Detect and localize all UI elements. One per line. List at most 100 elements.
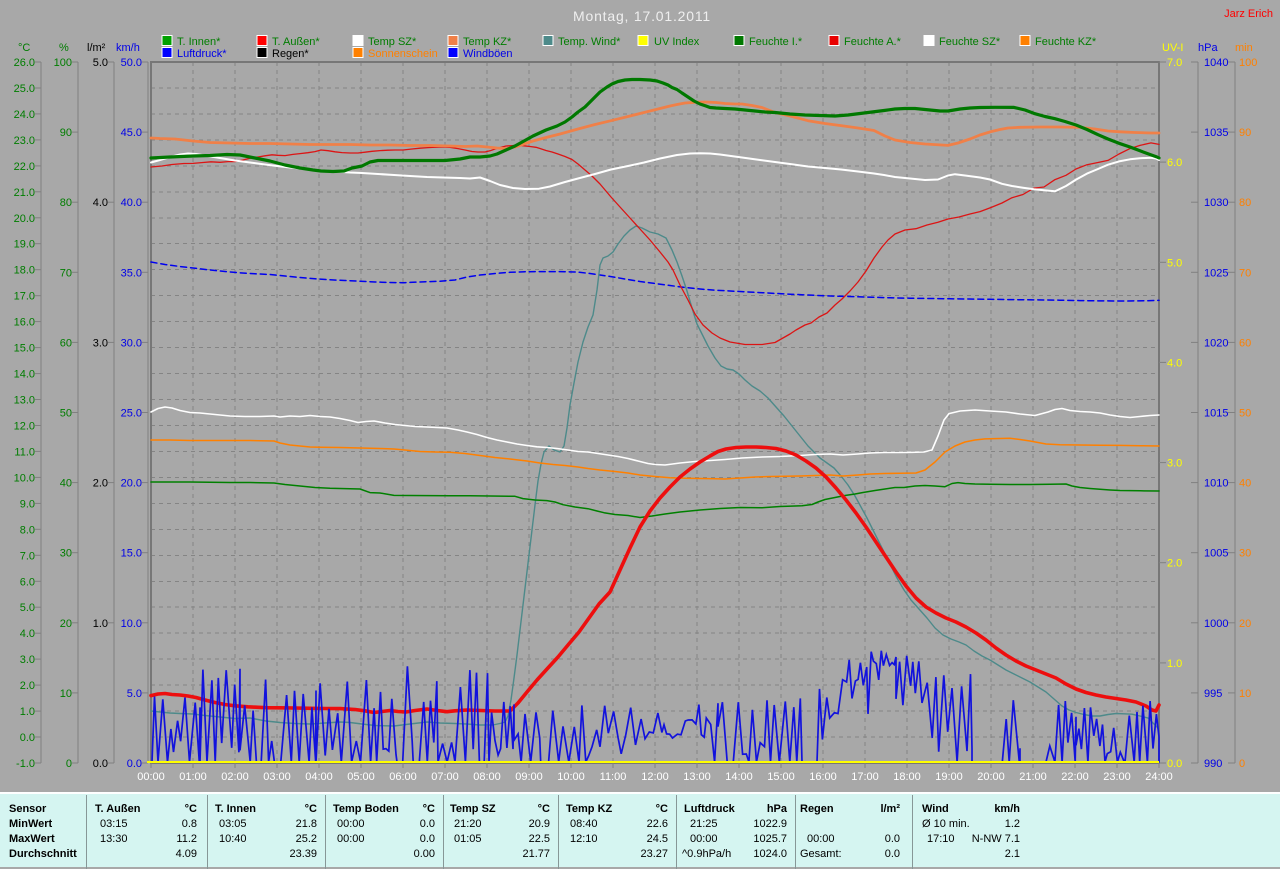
svg-text:Feuchte I.*: Feuchte I.* <box>749 36 803 48</box>
svg-text:l/m²: l/m² <box>87 42 106 54</box>
svg-text:23:00: 23:00 <box>1103 771 1131 783</box>
svg-text:80: 80 <box>1239 197 1251 209</box>
svg-text:12.0: 12.0 <box>14 421 35 433</box>
svg-text:Feuchte SZ*: Feuchte SZ* <box>939 36 1001 48</box>
svg-text:70: 70 <box>1239 267 1251 279</box>
svg-text:11.0: 11.0 <box>14 446 35 458</box>
svg-text:21.0: 21.0 <box>14 187 35 199</box>
svg-text:40: 40 <box>60 478 72 490</box>
svg-text:22:00: 22:00 <box>1061 771 1089 783</box>
svg-text:7.0: 7.0 <box>20 550 35 562</box>
svg-text:5.0: 5.0 <box>20 602 35 614</box>
svg-text:5.0: 5.0 <box>127 688 142 700</box>
svg-text:25.0: 25.0 <box>14 83 35 95</box>
svg-text:40: 40 <box>1239 478 1251 490</box>
svg-text:02:00: 02:00 <box>221 771 249 783</box>
svg-text:2.0: 2.0 <box>1167 558 1182 570</box>
svg-text:18.0: 18.0 <box>14 265 35 277</box>
svg-text:km/h: km/h <box>116 42 140 54</box>
svg-text:1000: 1000 <box>1204 618 1228 630</box>
svg-text:100: 100 <box>1239 57 1257 69</box>
svg-text:Regen*: Regen* <box>272 48 309 60</box>
svg-text:3.0: 3.0 <box>93 337 108 349</box>
svg-text:hPa: hPa <box>1198 42 1218 54</box>
svg-text:1005: 1005 <box>1204 548 1228 560</box>
svg-text:13.0: 13.0 <box>14 395 35 407</box>
svg-text:17.0: 17.0 <box>14 291 35 303</box>
svg-text:05:00: 05:00 <box>347 771 375 783</box>
svg-text:20: 20 <box>1239 618 1251 630</box>
svg-text:Temp KZ*: Temp KZ* <box>463 36 512 48</box>
svg-text:Feuchte KZ*: Feuchte KZ* <box>1035 36 1097 48</box>
svg-text:6.0: 6.0 <box>20 576 35 588</box>
svg-text:20:00: 20:00 <box>977 771 1005 783</box>
svg-text:Sonnenschein: Sonnenschein <box>368 48 438 60</box>
svg-text:0: 0 <box>1239 758 1245 770</box>
svg-text:1010: 1010 <box>1204 478 1228 490</box>
svg-text:24.0: 24.0 <box>14 109 35 121</box>
svg-text:1030: 1030 <box>1204 197 1228 209</box>
svg-text:0.0: 0.0 <box>1167 758 1182 770</box>
svg-text:35.0: 35.0 <box>121 267 142 279</box>
svg-text:19.0: 19.0 <box>14 239 35 251</box>
svg-text:%: % <box>59 42 69 54</box>
svg-text:0.0: 0.0 <box>127 758 142 770</box>
svg-text:20.0: 20.0 <box>121 478 142 490</box>
svg-text:10: 10 <box>1239 688 1251 700</box>
svg-text:70: 70 <box>60 267 72 279</box>
svg-text:4.0: 4.0 <box>93 197 108 209</box>
svg-text:995: 995 <box>1204 688 1222 700</box>
svg-text:11:00: 11:00 <box>600 771 627 783</box>
svg-text:30.0: 30.0 <box>121 337 142 349</box>
svg-text:10.0: 10.0 <box>14 472 35 484</box>
svg-text:T. Innen*: T. Innen* <box>177 36 221 48</box>
svg-text:990: 990 <box>1204 758 1222 770</box>
svg-text:25.0: 25.0 <box>121 408 142 420</box>
svg-text:03:00: 03:00 <box>263 771 291 783</box>
svg-text:min: min <box>1235 42 1253 54</box>
svg-text:UV-I: UV-I <box>1162 42 1183 54</box>
svg-text:50: 50 <box>60 408 72 420</box>
svg-text:5.0: 5.0 <box>93 57 108 69</box>
svg-text:19:00: 19:00 <box>935 771 963 783</box>
svg-text:1.0: 1.0 <box>93 618 108 630</box>
svg-text:23.0: 23.0 <box>14 135 35 147</box>
svg-text:24:00: 24:00 <box>1145 771 1173 783</box>
svg-text:2.0: 2.0 <box>20 680 35 692</box>
svg-text:90: 90 <box>1239 127 1251 139</box>
svg-text:1040: 1040 <box>1204 57 1228 69</box>
svg-text:17:00: 17:00 <box>851 771 879 783</box>
svg-text:40.0: 40.0 <box>121 197 142 209</box>
svg-text:UV Index: UV Index <box>654 36 700 48</box>
svg-text:1.0: 1.0 <box>20 706 35 718</box>
svg-text:04:00: 04:00 <box>305 771 333 783</box>
svg-text:Temp SZ*: Temp SZ* <box>368 36 417 48</box>
svg-text:50: 50 <box>1239 408 1251 420</box>
svg-text:13:00: 13:00 <box>683 771 711 783</box>
svg-text:08:00: 08:00 <box>473 771 501 783</box>
svg-text:00:00: 00:00 <box>137 771 165 783</box>
svg-text:14:00: 14:00 <box>725 771 753 783</box>
svg-text:100: 100 <box>54 57 72 69</box>
svg-text:Temp. Wind*: Temp. Wind* <box>558 36 621 48</box>
svg-text:15:00: 15:00 <box>767 771 795 783</box>
svg-text:90: 90 <box>60 127 72 139</box>
svg-text:1015: 1015 <box>1204 408 1228 420</box>
svg-text:1020: 1020 <box>1204 337 1228 349</box>
svg-text:Luftdruck*: Luftdruck* <box>177 48 227 60</box>
svg-text:0.0: 0.0 <box>20 732 35 744</box>
svg-text:15.0: 15.0 <box>14 343 35 355</box>
svg-text:50.0: 50.0 <box>121 57 142 69</box>
svg-text:Jarz Erich: Jarz Erich <box>1224 8 1273 20</box>
svg-text:1.0: 1.0 <box>1167 658 1182 670</box>
svg-text:8.0: 8.0 <box>20 524 35 536</box>
svg-text:4.0: 4.0 <box>1167 357 1182 369</box>
svg-text:10.0: 10.0 <box>121 618 142 630</box>
svg-text:1025: 1025 <box>1204 267 1228 279</box>
svg-text:01:00: 01:00 <box>179 771 207 783</box>
svg-text:9.0: 9.0 <box>20 498 35 510</box>
svg-text:20.0: 20.0 <box>14 213 35 225</box>
svg-text:4.0: 4.0 <box>20 628 35 640</box>
svg-text:T. Außen*: T. Außen* <box>272 36 320 48</box>
svg-text:12:00: 12:00 <box>641 771 669 783</box>
